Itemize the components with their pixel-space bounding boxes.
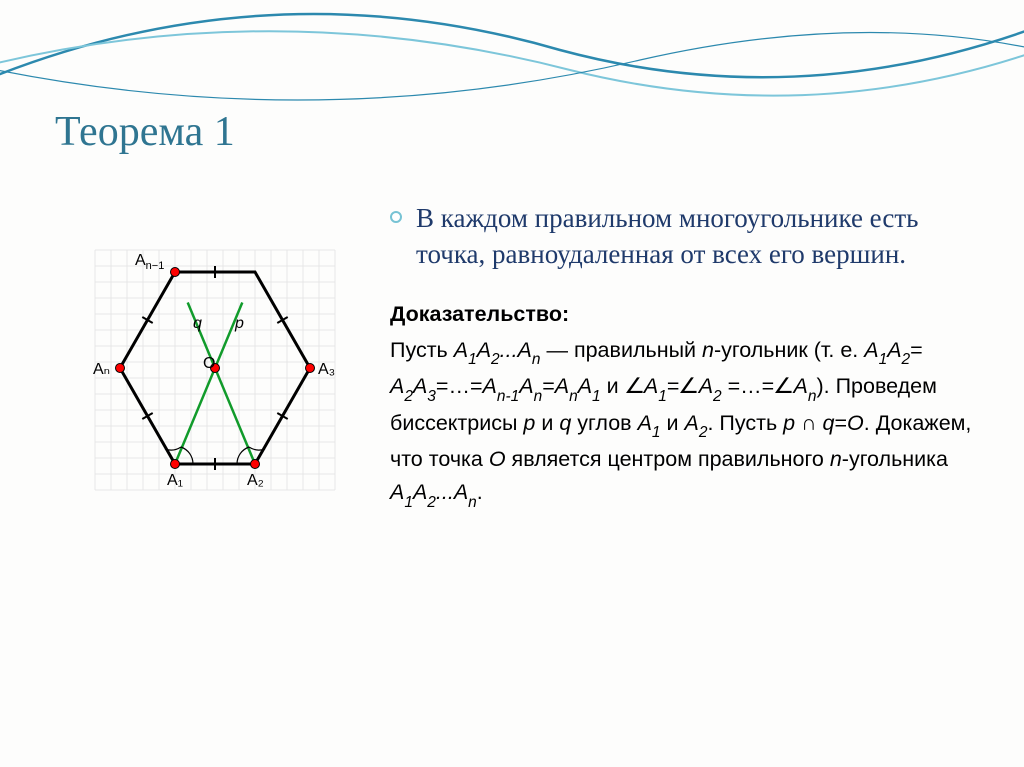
- diagram-column: A₁ A₂ A₃ Aₙ An−1 Oq p: [0, 200, 390, 513]
- proof-block: Доказательство: Пусть A1A2...An — правил…: [390, 298, 975, 513]
- theorem-statement: В каждом правильном многоугольнике есть …: [416, 200, 975, 273]
- hexagon-diagram: A₁ A₂ A₃ Aₙ An−1 Oq p: [75, 240, 355, 495]
- proof-heading: Доказательство:: [390, 298, 975, 331]
- page-title: Теорема 1: [55, 108, 235, 156]
- content-area: A₁ A₂ A₃ Aₙ An−1 Oq p В каждом правильном мног…: [0, 200, 1024, 513]
- theorem-bullet: В каждом правильном многоугольнике есть …: [390, 200, 975, 273]
- svg-text:An−1: An−1: [135, 252, 164, 272]
- svg-text:O: O: [203, 355, 215, 372]
- proof-body: Пусть A1A2...An — правильный n-угольник …: [390, 334, 975, 513]
- svg-text:A₁: A₁: [167, 472, 183, 489]
- svg-text:p: p: [234, 315, 244, 332]
- svg-text:Aₙ: Aₙ: [93, 361, 110, 378]
- svg-text:A₃: A₃: [318, 361, 335, 378]
- svg-text:q: q: [193, 315, 202, 332]
- text-column: В каждом правильном многоугольнике есть …: [390, 200, 1010, 513]
- bullet-icon: [390, 211, 402, 223]
- svg-text:A₂: A₂: [247, 472, 264, 489]
